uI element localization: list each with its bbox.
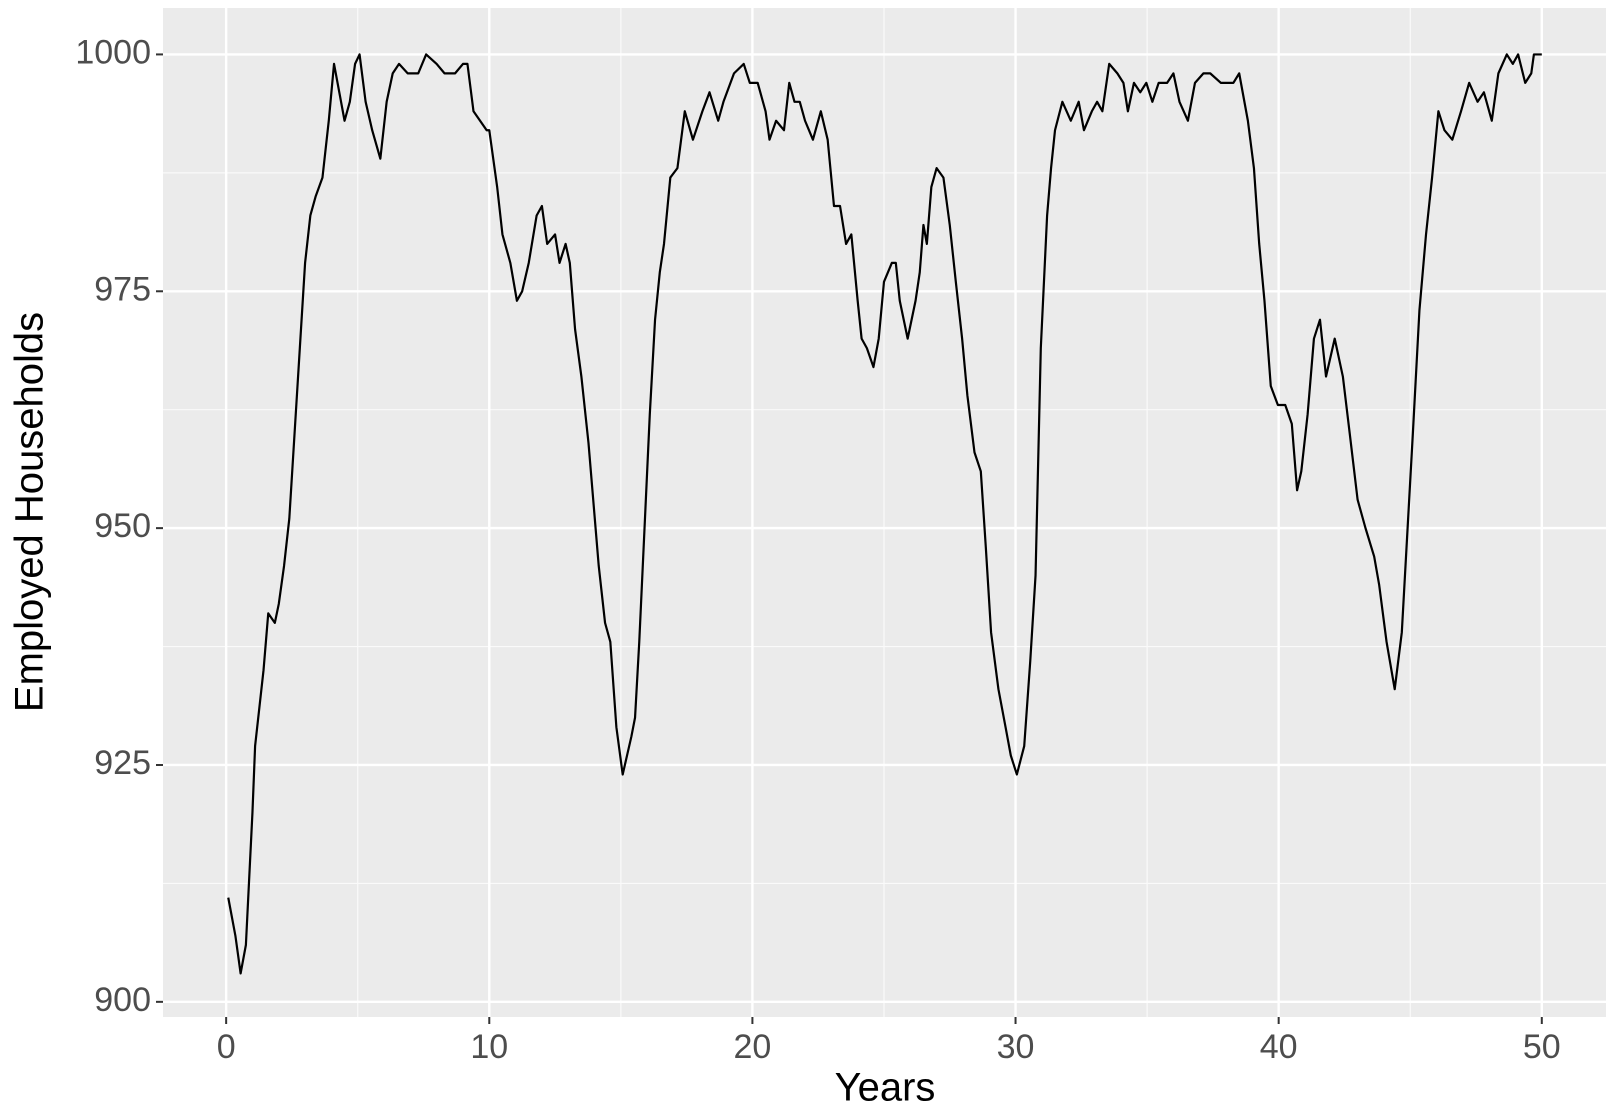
x-axis-title: Years	[835, 1066, 936, 1110]
x-tick-label: 50	[1523, 1028, 1561, 1066]
data-line	[227, 53, 1542, 975]
y-tick-label: 925	[94, 744, 151, 782]
y-axis-title: Employed Households	[8, 312, 52, 712]
y-tick-label: 1000	[75, 33, 151, 71]
y-tick-label: 900	[94, 981, 151, 1019]
x-tick-label: 30	[997, 1028, 1035, 1066]
x-tick-label: 20	[733, 1028, 771, 1066]
x-tick-label: 10	[470, 1028, 508, 1066]
x-tick-label: 40	[1260, 1028, 1298, 1066]
y-tick-label: 975	[94, 270, 151, 308]
y-tick-label: 950	[94, 507, 151, 545]
x-tick-label: 0	[217, 1028, 236, 1066]
